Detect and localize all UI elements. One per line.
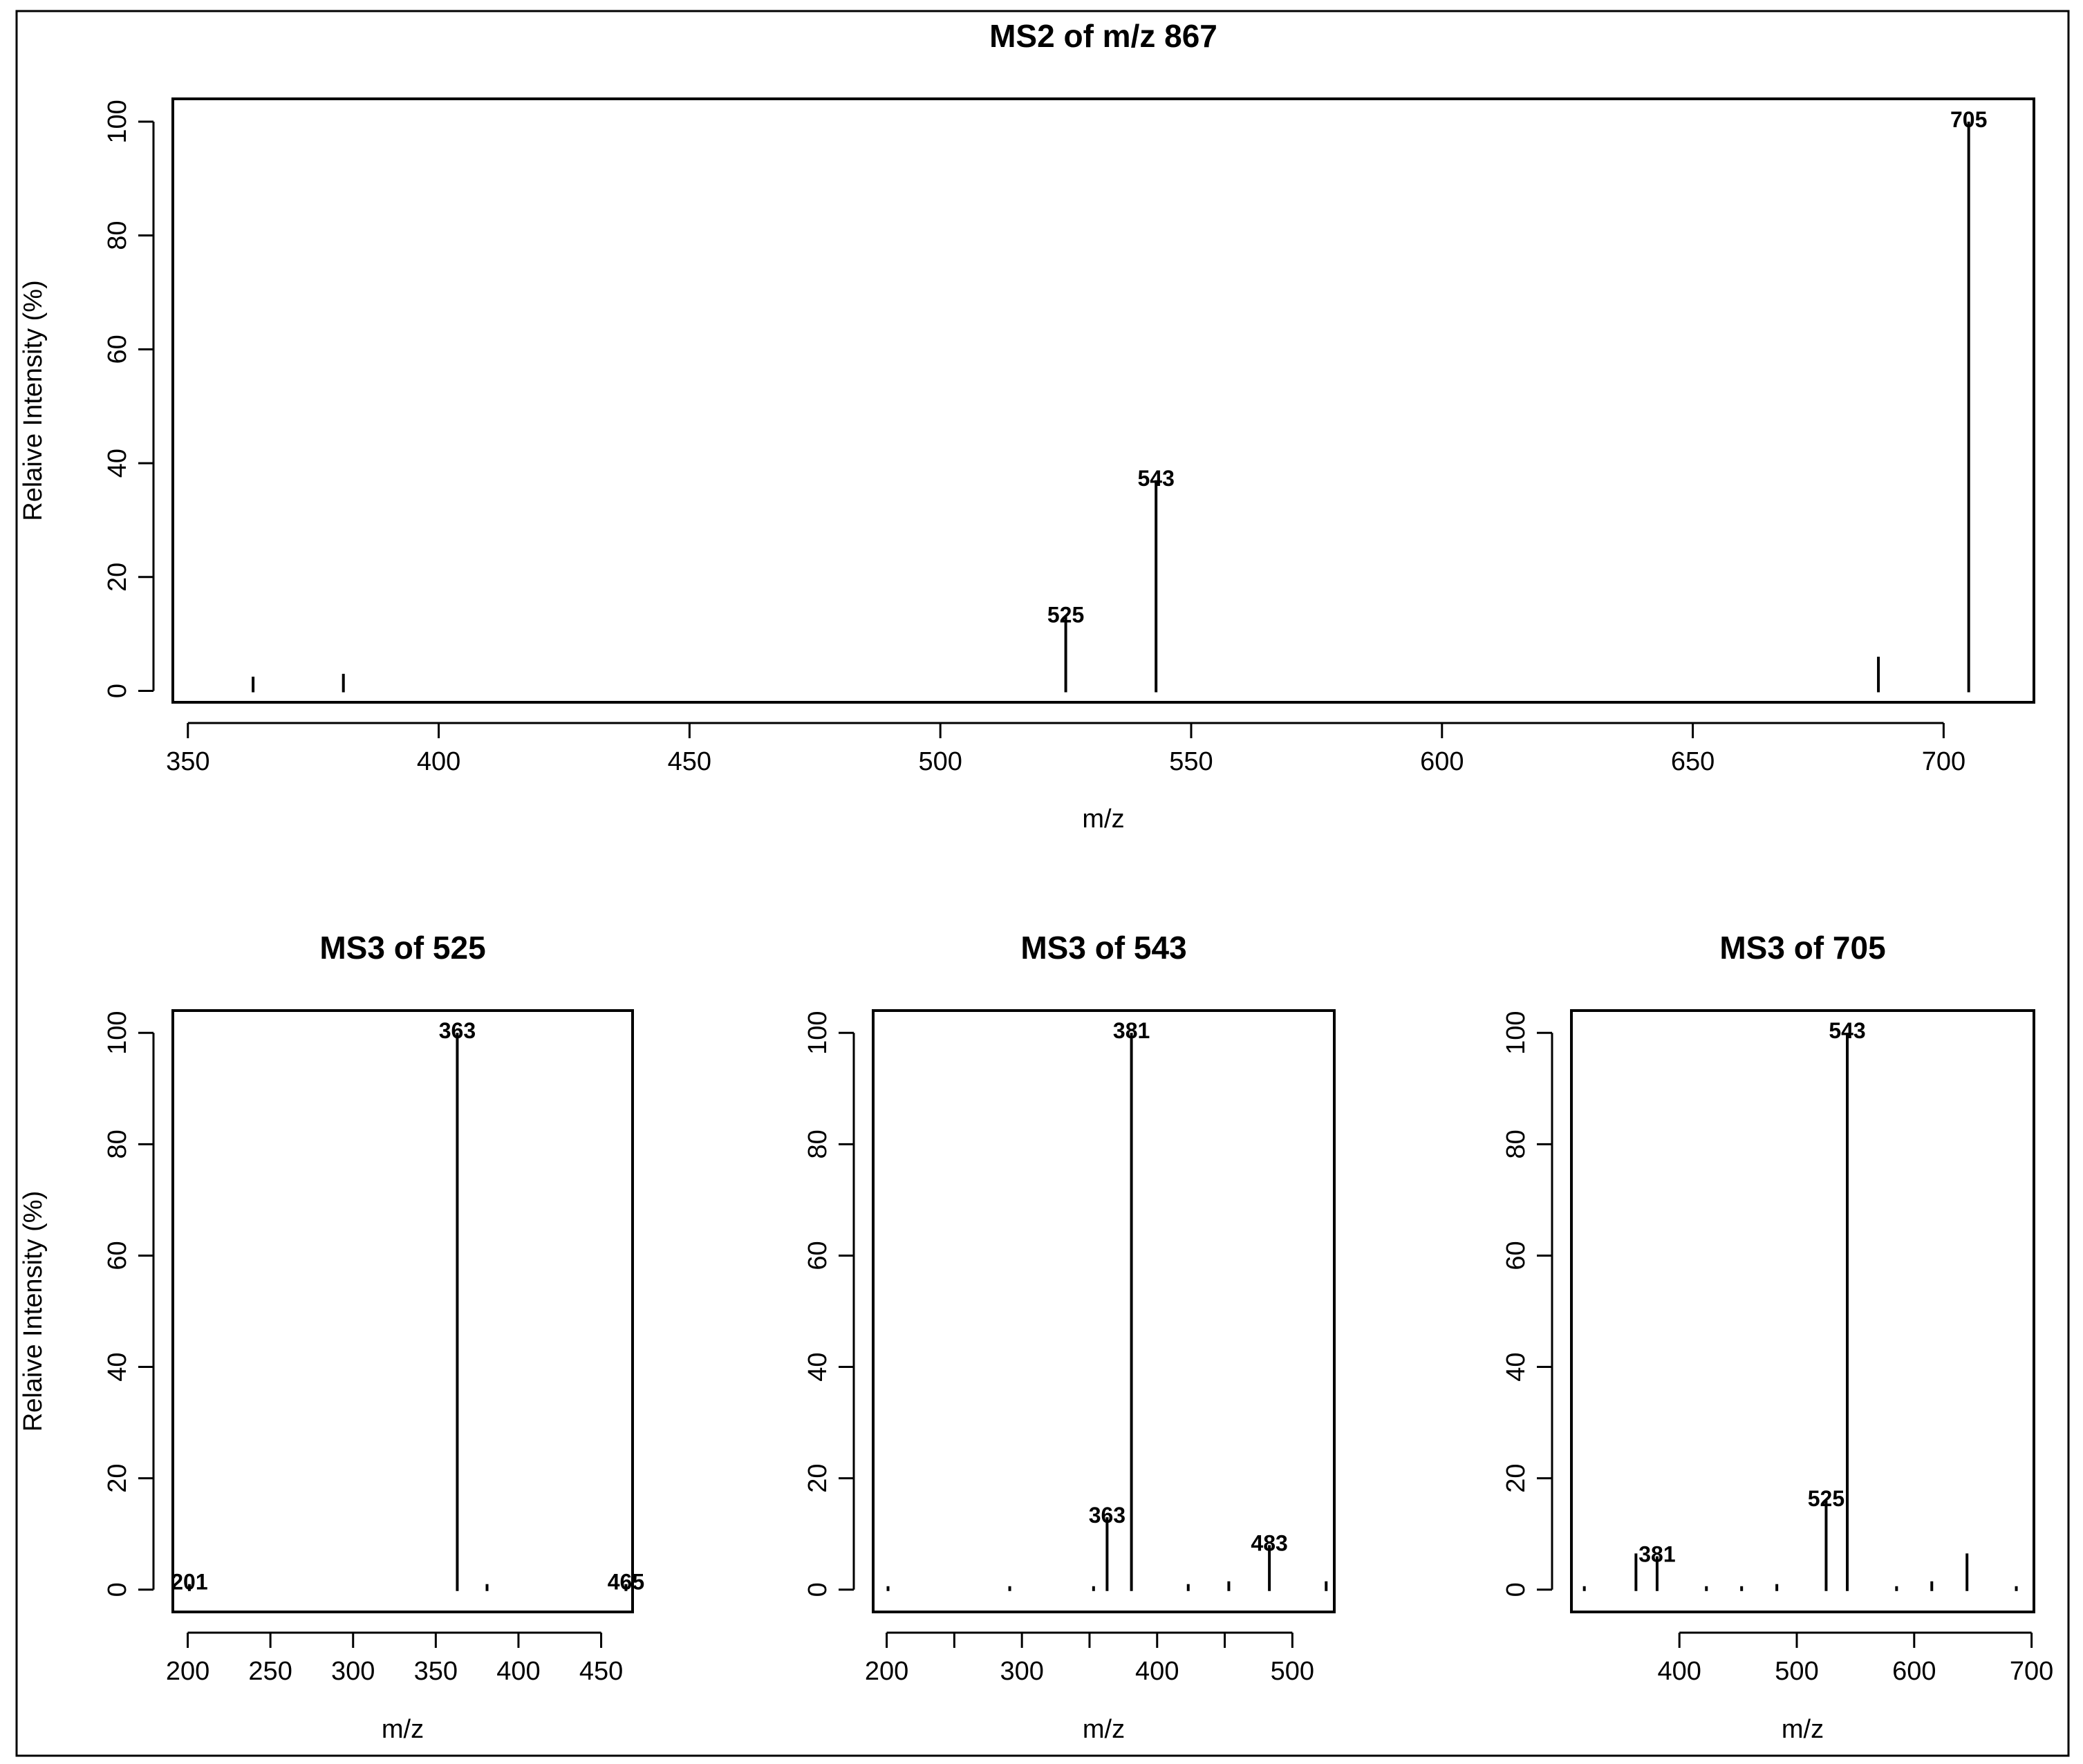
peak-label-381: 381 xyxy=(1638,1541,1675,1566)
x-tick-label: 350 xyxy=(166,747,209,776)
x-tick-label: 650 xyxy=(1671,747,1715,776)
x-tick-label: 700 xyxy=(2010,1657,2053,1686)
x-tick-label: 400 xyxy=(496,1657,540,1686)
peak-label-363: 363 xyxy=(1089,1503,1125,1528)
figure-outer-frame xyxy=(15,10,2070,1757)
peaks: 525 543 705 xyxy=(252,107,1987,693)
y-tick-label: 0 xyxy=(1502,1582,1531,1597)
peak-label-465: 465 xyxy=(608,1570,644,1595)
x-tick-label: 500 xyxy=(1271,1657,1314,1686)
chart-title: MS2 of m/z 867 xyxy=(989,18,1217,54)
y-tick-label: 100 xyxy=(103,100,132,143)
x-tick-label: 300 xyxy=(1000,1657,1043,1686)
x-tick-label: 500 xyxy=(918,747,962,776)
peak-label-543: 543 xyxy=(1137,466,1174,491)
x-axis: 400 500 600 700 m/z xyxy=(1658,1631,2053,1744)
x-tick-label: 200 xyxy=(166,1657,209,1686)
peak-label-705: 705 xyxy=(1950,107,1987,132)
plot-frame xyxy=(171,97,2035,704)
x-tick-label: 300 xyxy=(331,1657,375,1686)
y-tick-label: 0 xyxy=(103,1582,132,1597)
chart-panel-ms3-705: MS3 of 705 400 500 600 700 m/z 0 20 40 60 80 100 381… xyxy=(1502,930,2053,1744)
chart-title: MS3 of 543 xyxy=(1020,930,1186,966)
y-tick-label: 60 xyxy=(1502,1241,1531,1270)
x-tick-label: 600 xyxy=(1420,747,1464,776)
y-tick-label: 20 xyxy=(103,1464,132,1493)
x-tick-label: 250 xyxy=(248,1657,292,1686)
x-axis-label: m/z xyxy=(1083,1715,1125,1744)
peak-label-381: 381 xyxy=(1113,1018,1150,1043)
peak-label-483: 483 xyxy=(1251,1530,1287,1555)
y-tick-label: 40 xyxy=(103,1352,132,1381)
x-axis: 200 250 300 350 400 450 m/z xyxy=(166,1631,623,1744)
x-axis-label: m/z xyxy=(382,1715,424,1744)
peak-label-525: 525 xyxy=(1047,602,1084,627)
y-axis-label: Relaive Intensity (%) xyxy=(19,280,48,520)
x-axis: 350 400 450 500 550 600 650 700 m/z xyxy=(166,722,1965,834)
y-axis: 0 20 40 60 80 100 xyxy=(1502,1011,1553,1597)
x-tick-label: 600 xyxy=(1892,1657,1936,1686)
x-axis-label: m/z xyxy=(1782,1715,1824,1744)
y-tick-label: 20 xyxy=(803,1464,832,1493)
peak-label-363: 363 xyxy=(439,1018,476,1043)
x-tick-label: 700 xyxy=(1922,747,1965,776)
peaks: 363 381 483 xyxy=(886,1018,1328,1591)
peak-label-525: 525 xyxy=(1808,1486,1844,1511)
peak-label-201: 201 xyxy=(171,1570,207,1595)
y-tick-label: 80 xyxy=(803,1129,832,1158)
x-axis-label: m/z xyxy=(1082,805,1124,834)
y-axis-label: Relaive Intensity (%) xyxy=(19,1191,48,1432)
y-tick-label: 60 xyxy=(103,1241,132,1270)
y-tick-label: 0 xyxy=(803,1582,832,1597)
x-tick-label: 200 xyxy=(865,1657,908,1686)
chart-title: MS3 of 705 xyxy=(1719,930,1885,966)
x-tick-label: 450 xyxy=(579,1657,623,1686)
y-tick-label: 40 xyxy=(1502,1352,1531,1381)
y-axis: 0 20 40 60 80 100 Relaive Intensity (%) xyxy=(19,100,155,698)
peaks: 201 363 465 xyxy=(171,1018,644,1595)
chart-panel-ms3-543: MS3 of 543 200 300 400 500 m/z 0 20 40 60 80 100 363… xyxy=(803,930,1336,1744)
chart-panel-ms3-525: MS3 of 525 200 250 300 350 400 450 m/z 0 20 40 60 80… xyxy=(19,930,644,1744)
y-tick-label: 60 xyxy=(803,1241,832,1270)
y-tick-label: 40 xyxy=(103,449,132,478)
plot-frame xyxy=(171,1009,634,1613)
x-axis: 200 300 400 500 m/z xyxy=(865,1631,1314,1744)
y-tick-label: 80 xyxy=(103,1129,132,1158)
x-tick-label: 350 xyxy=(414,1657,458,1686)
plot-frame xyxy=(1570,1009,2035,1613)
y-tick-label: 20 xyxy=(1502,1464,1531,1493)
y-tick-label: 20 xyxy=(103,563,132,592)
y-axis: 0 20 40 60 80 100 xyxy=(803,1011,855,1597)
plot-frame xyxy=(872,1009,1336,1613)
x-tick-label: 400 xyxy=(1135,1657,1179,1686)
peaks: 381 525 543 xyxy=(1582,1018,2018,1591)
y-tick-label: 40 xyxy=(803,1352,832,1381)
y-tick-label: 60 xyxy=(103,335,132,364)
y-tick-label: 80 xyxy=(103,221,132,250)
x-tick-label: 500 xyxy=(1775,1657,1818,1686)
x-tick-label: 400 xyxy=(1658,1657,1701,1686)
y-axis: 0 20 40 60 80 100 Relaive Intensity (%) xyxy=(19,1011,155,1597)
x-tick-label: 450 xyxy=(668,747,711,776)
y-tick-label: 80 xyxy=(1502,1129,1531,1158)
y-tick-label: 100 xyxy=(103,1011,132,1055)
peak-label-543: 543 xyxy=(1829,1018,1865,1043)
y-tick-label: 100 xyxy=(803,1011,832,1055)
y-tick-label: 0 xyxy=(103,684,132,698)
x-tick-label: 550 xyxy=(1169,747,1213,776)
y-tick-label: 100 xyxy=(1502,1011,1531,1055)
chart-title: MS3 of 525 xyxy=(319,930,485,966)
x-tick-label: 400 xyxy=(417,747,460,776)
